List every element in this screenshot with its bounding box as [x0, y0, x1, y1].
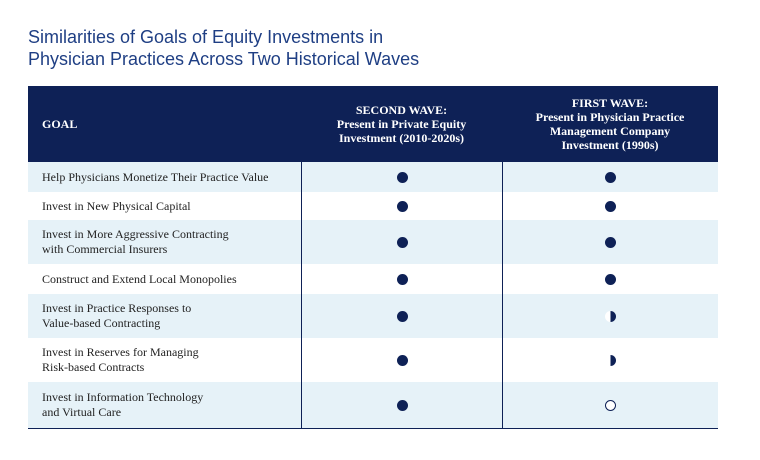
page-title: Similarities of Goals of Equity Investme…: [28, 26, 708, 70]
full-circle-icon: [396, 273, 408, 285]
full-circle-icon: [396, 200, 408, 212]
first-wave-header-line: Present in Physician Practice: [535, 110, 685, 124]
goal-text: and Virtual Care: [42, 405, 122, 419]
first-wave-cell: [502, 220, 718, 264]
first-wave-cell: [502, 382, 718, 428]
goals-table: GOAL SECOND WAVE: Present in Private Equ…: [28, 86, 718, 429]
second-wave-cell: [301, 294, 502, 338]
table-body: Help Physicians Monetize Their Practice …: [28, 162, 718, 428]
first-wave-header-line: Investment (1990s): [561, 138, 659, 152]
second-wave-column-header: SECOND WAVE: Present in Private Equity I…: [301, 86, 502, 162]
first-wave-cell: [502, 264, 718, 294]
first-wave-cell: [502, 162, 718, 192]
goal-cell: Invest in Practice Responses to Value-bas…: [28, 294, 301, 338]
goal-text: Invest in New Physical Capital: [42, 198, 191, 213]
table-row: Invest in New Physical Capital: [28, 192, 718, 220]
goal-cell: Invest in More Aggressive Contracting wit…: [28, 220, 301, 264]
goal-cell: Construct and Extend Local Monopolies: [28, 264, 301, 294]
goal-text: Invest in Information Technology: [42, 390, 204, 404]
goal-text: Invest in Practice Responses to: [42, 301, 192, 315]
table-row: Help Physicians Monetize Their Practice …: [28, 162, 718, 192]
goal-cell: Invest in Information Technology and Virt…: [28, 382, 301, 428]
full-circle-icon: [396, 171, 408, 183]
goal-cell: Help Physicians Monetize Their Practice …: [28, 162, 301, 192]
goal-header-label: GOAL: [42, 117, 78, 131]
goal-text: Invest in More Aggressive Contracting: [42, 227, 229, 241]
full-circle-icon: [396, 354, 408, 366]
full-circle-icon: [605, 200, 616, 212]
second-wave-cell: [301, 338, 502, 382]
goal-column-header: GOAL: [28, 86, 301, 162]
second-wave-cell: [301, 192, 502, 220]
half-circle-icon: [605, 354, 616, 366]
table-row: Invest in Reserves for Managing Risk-base…: [28, 338, 718, 382]
goal-text: with Commercial Insurers: [42, 242, 168, 256]
first-wave-column-header: FIRST WAVE: Present in Physician Practic…: [502, 86, 718, 162]
table-row: Invest in More Aggressive Contracting wit…: [28, 220, 718, 264]
second-wave-cell: [301, 264, 502, 294]
goal-text: Construct and Extend Local Monopolies: [42, 271, 237, 286]
second-wave-cell: [301, 382, 502, 428]
full-circle-icon: [396, 236, 408, 248]
second-wave-header-line: SECOND WAVE:: [355, 103, 448, 117]
full-circle-icon: [605, 236, 616, 248]
goal-cell: Invest in New Physical Capital: [28, 192, 301, 220]
first-wave-header-line: Management Company: [549, 124, 671, 138]
goal-text: Risk-based Contracts: [42, 360, 145, 374]
first-wave-cell: [502, 294, 718, 338]
full-circle-icon: [605, 273, 616, 285]
first-wave-cell: [502, 192, 718, 220]
goal-cell: Invest in Reserves for Managing Risk-base…: [28, 338, 301, 382]
second-wave-cell: [301, 162, 502, 192]
table-row: Invest in Practice Responses to Value-bas…: [28, 294, 718, 338]
second-wave-header-line: Present in Private Equity: [336, 117, 467, 131]
half-circle-icon: [605, 310, 616, 322]
goal-text: Invest in Reserves for Managing: [42, 345, 199, 359]
table-header: GOAL SECOND WAVE: Present in Private Equ…: [28, 86, 718, 162]
full-circle-icon: [605, 171, 616, 183]
goal-text: Help Physicians Monetize Their Practice …: [42, 169, 269, 184]
second-wave-cell: [301, 220, 502, 264]
full-circle-icon: [396, 399, 408, 411]
table-row: Construct and Extend Local Monopolies: [28, 264, 718, 294]
goal-text: Value-based Contracting: [42, 316, 161, 330]
first-wave-cell: [502, 338, 718, 382]
second-wave-header-line: Investment (2010-2020s): [339, 131, 464, 145]
full-circle-icon: [396, 310, 408, 322]
title-line-2: Physician Practices Across Two Historica…: [28, 49, 420, 69]
empty-circle-icon: [605, 399, 616, 411]
table-row: Invest in Information Technology and Virt…: [28, 382, 718, 428]
first-wave-header-line: FIRST WAVE:: [571, 96, 649, 110]
title-line-1: Similarities of Goals of Equity Investme…: [28, 27, 384, 47]
